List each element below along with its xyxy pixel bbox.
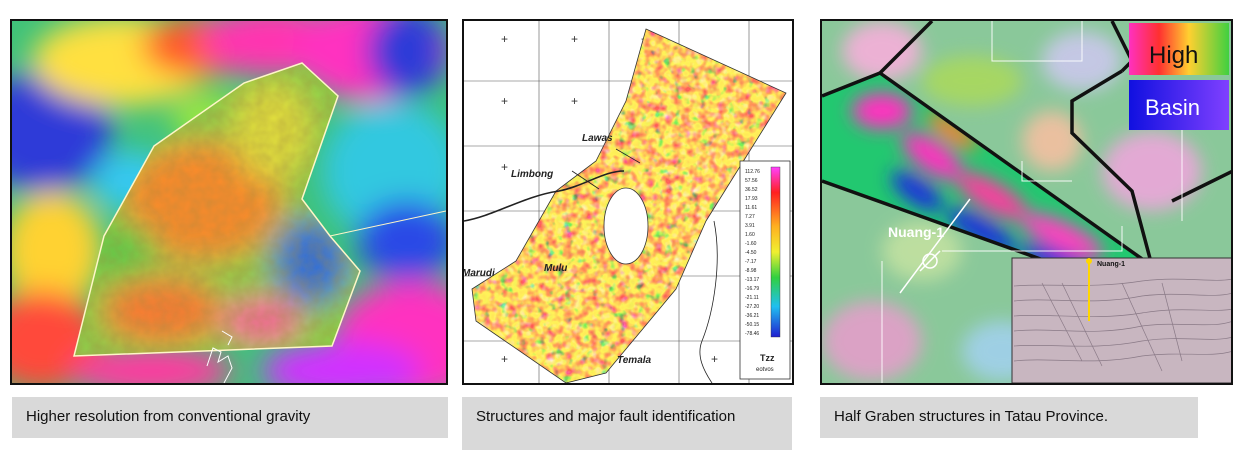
half-graben-panel: Nuang-1 High Basin Nuang-1 bbox=[820, 19, 1233, 385]
legend-value: -1.60 bbox=[745, 241, 757, 247]
legend-value: -4.50 bbox=[745, 250, 757, 256]
caption-half-graben: Half Graben structures in Tatau Province… bbox=[820, 397, 1198, 438]
town-label-temala: Temala bbox=[617, 355, 652, 366]
caption-structures: Structures and major fault identificatio… bbox=[462, 397, 792, 450]
svg-text:+: + bbox=[571, 32, 578, 46]
legend-value: -21.11 bbox=[745, 295, 759, 301]
legend-value: -8.98 bbox=[745, 268, 757, 274]
legend-value: -27.20 bbox=[745, 304, 759, 310]
seismic-section-inset: Nuang-1 bbox=[1011, 257, 1231, 383]
gravity-map-panel bbox=[10, 19, 448, 385]
caption-structures-text: Structures and major fault identificatio… bbox=[476, 408, 736, 425]
legend-value: -50.15 bbox=[745, 322, 759, 328]
legend-value: -78.46 bbox=[745, 331, 759, 337]
legend-value: -16.79 bbox=[745, 286, 759, 292]
well-label: Nuang-1 bbox=[888, 224, 944, 240]
legend-value: 1.60 bbox=[745, 232, 755, 238]
high-basin-legend: High Basin bbox=[1129, 23, 1229, 130]
svg-text:+: + bbox=[501, 352, 508, 366]
legend-title: Tzz bbox=[760, 353, 775, 363]
inset-well-label: Nuang-1 bbox=[1097, 261, 1125, 268]
legend-value: 57.56 bbox=[745, 178, 758, 184]
caption-gravity: Higher resolution from conventional grav… bbox=[12, 397, 448, 438]
svg-text:+: + bbox=[571, 94, 578, 108]
town-label-limbong: Limbong bbox=[511, 169, 553, 180]
legend-value: 3.91 bbox=[745, 223, 755, 229]
svg-text:+: + bbox=[501, 32, 508, 46]
tzz-colour-legend: 112.76 57.56 36.52 17.93 11.61 7.27 3.91… bbox=[739, 160, 791, 380]
legend-value: 36.52 bbox=[745, 187, 758, 193]
legend-value: 17.93 bbox=[745, 196, 758, 202]
svg-text:+: + bbox=[711, 352, 718, 366]
town-label-mulu: Mulu bbox=[544, 263, 567, 274]
legend-value: 112.76 bbox=[745, 169, 760, 175]
legend-value: -7.17 bbox=[745, 259, 757, 265]
svg-text:+: + bbox=[501, 94, 508, 108]
legend-value: -36.21 bbox=[745, 313, 759, 319]
gravity-map bbox=[12, 21, 446, 383]
legend-basin-label: Basin bbox=[1145, 95, 1200, 120]
town-label-marudi: Marudi bbox=[464, 268, 495, 279]
gradiometry-map: +++ ++ +++ + Lawas Limbong Mulu Marudi T… bbox=[464, 21, 792, 383]
legend-value: -13.17 bbox=[745, 277, 759, 283]
town-label-lawas: Lawas bbox=[582, 133, 613, 144]
legend-unit: eotvos bbox=[756, 367, 774, 373]
half-graben-map: Nuang-1 High Basin Nuang-1 bbox=[822, 21, 1231, 383]
gradiometry-map-panel: +++ ++ +++ + Lawas Limbong Mulu Marudi T… bbox=[462, 19, 794, 385]
svg-text:+: + bbox=[501, 160, 508, 174]
legend-value: 11.61 bbox=[745, 205, 757, 211]
legend-value: 7.27 bbox=[745, 214, 755, 220]
legend-high-label: High bbox=[1149, 42, 1198, 69]
